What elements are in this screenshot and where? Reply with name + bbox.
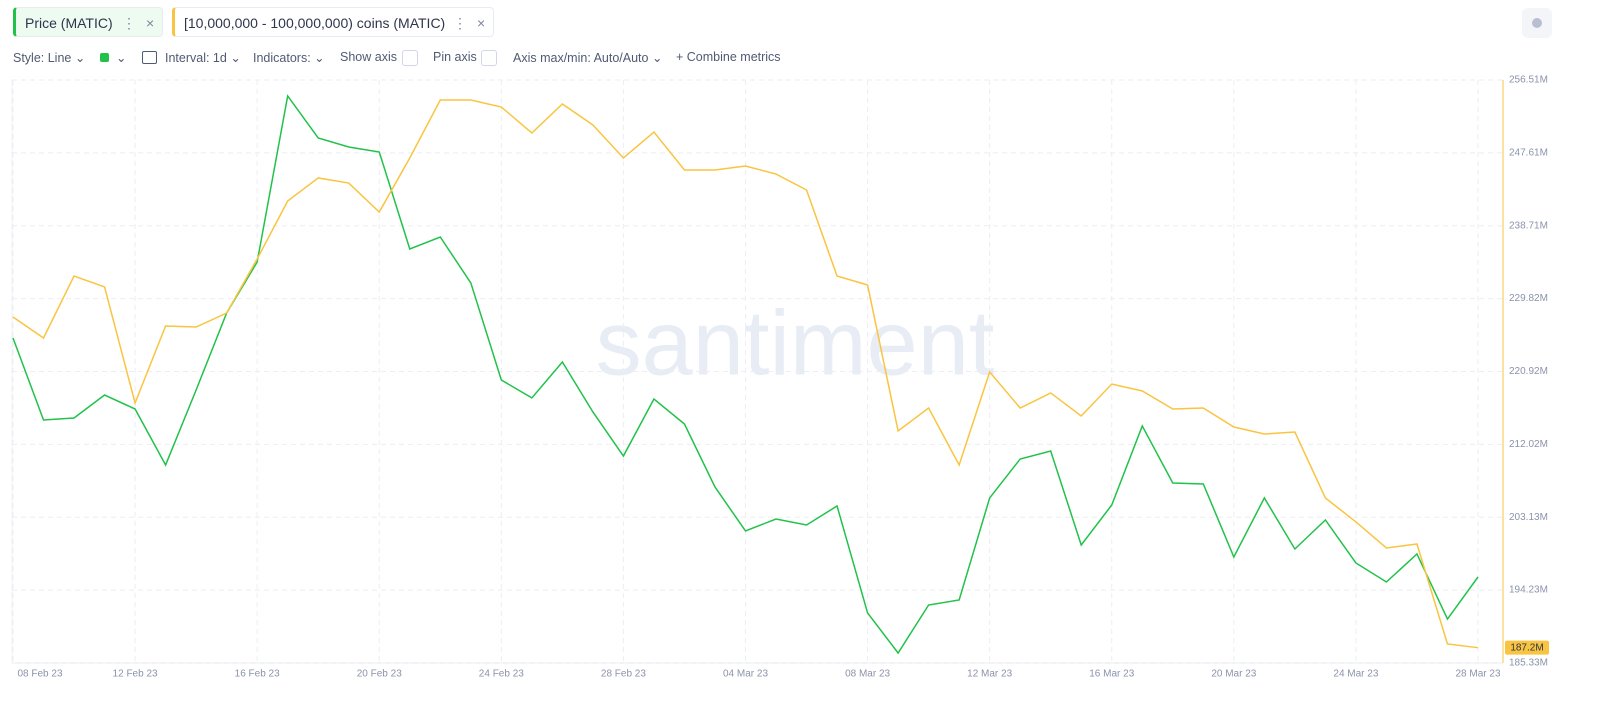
y-tick-label: 229.82M (1509, 293, 1548, 304)
menu-icon[interactable]: ⋮ (453, 15, 467, 31)
y-tick-label: 238.71M (1509, 220, 1548, 231)
close-icon[interactable]: × (477, 15, 486, 31)
x-tick-label: 20 Mar 23 (1211, 669, 1256, 680)
y-tick-label: 256.51M (1509, 75, 1548, 86)
interval-select[interactable]: Interval: 1d ⌄ (165, 51, 241, 65)
x-tick-label: 12 Mar 23 (967, 669, 1012, 680)
x-tick-label: 12 Feb 23 (113, 669, 158, 680)
label: Combine metrics (686, 50, 781, 64)
label: Axis max/min: Auto/Auto (513, 51, 649, 65)
y-tick-label: 212.02M (1509, 439, 1548, 450)
x-tick-label: 24 Feb 23 (479, 669, 524, 680)
combine-metrics[interactable]: + Combine metrics (676, 50, 781, 64)
label: Style: Line (13, 51, 72, 65)
y-tick-label: 247.61M (1509, 148, 1548, 159)
label: Indicators: (253, 51, 311, 65)
axis-minmax[interactable]: Axis max/min: Auto/Auto ⌄ (513, 51, 663, 65)
menu-icon[interactable]: ⋮ (122, 15, 136, 31)
tab-label: [10,000,000 - 100,000,000) coins (MATIC) (184, 15, 446, 31)
color-picker[interactable] (100, 53, 109, 62)
x-tick-label: 28 Mar 23 (1455, 669, 1500, 680)
checkbox[interactable] (402, 50, 418, 66)
y-tick-label: 185.33M (1509, 658, 1548, 669)
settings-button[interactable] (1522, 8, 1552, 38)
tab-label: Price (MATIC) (25, 15, 113, 31)
dot (1532, 18, 1542, 28)
last-value-label: 187.2M (1510, 642, 1543, 653)
pin-axis[interactable]: Pin axis (433, 50, 477, 64)
last-value-badge (1505, 640, 1549, 655)
x-tick-label: 16 Feb 23 (235, 669, 280, 680)
series-line (12, 94, 1479, 655)
indicators-select[interactable]: Indicators: ⌄ (253, 51, 325, 65)
toolbar: Price (MATIC) ⋮ × [10,000,000 - 100,000,… (0, 0, 1600, 75)
x-tick-label: 08 Mar 23 (845, 669, 890, 680)
watermark: santiment (596, 292, 995, 394)
x-tick-label: 04 Mar 23 (723, 669, 768, 680)
x-tick-label: 20 Feb 23 (357, 669, 402, 680)
close-icon[interactable]: × (146, 15, 155, 31)
metric-tab[interactable]: [10,000,000 - 100,000,000) coins (MATIC)… (172, 7, 494, 37)
checkbox[interactable] (481, 50, 497, 66)
x-tick-label: 16 Mar 23 (1089, 669, 1134, 680)
interval-icon (142, 51, 157, 64)
show-axis[interactable]: Show axis (340, 50, 397, 64)
x-tick-label: 24 Mar 23 (1333, 669, 1378, 680)
chevron[interactable]: ⌄ (116, 51, 127, 65)
x-tick-label: 28 Feb 23 (601, 669, 646, 680)
y-tick-label: 194.23M (1509, 585, 1548, 596)
series-line (12, 99, 1479, 649)
label: Interval: 1d (165, 51, 227, 65)
y-tick-label: 203.13M (1509, 512, 1548, 523)
metric-tab[interactable]: Price (MATIC) ⋮ × (13, 7, 163, 37)
x-tick-label: 08 Feb 23 (17, 669, 62, 680)
style-select[interactable]: Style: Line ⌄ (13, 51, 86, 65)
y-tick-label: 220.92M (1509, 366, 1548, 377)
